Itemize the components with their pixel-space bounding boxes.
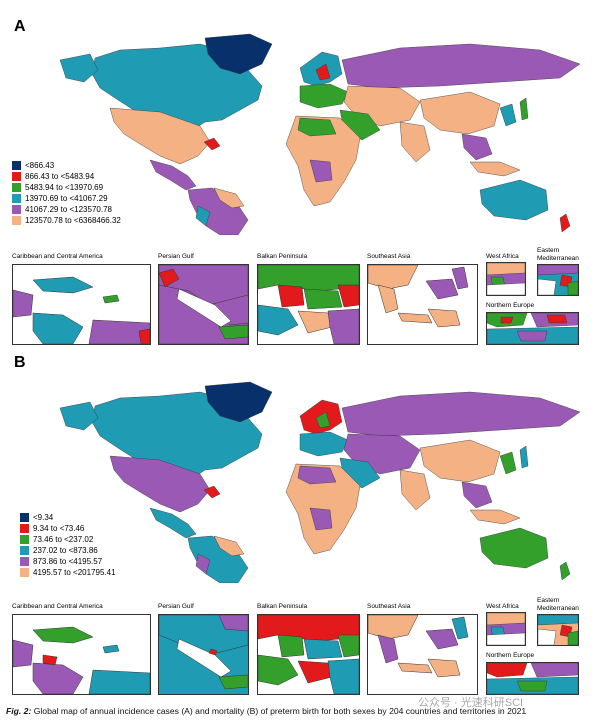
figure-caption-text: Global map of annual incidence cases (A)… [33,706,527,716]
inset-title-eastern-mediterranean: Eastern Mediterranean [537,247,579,262]
inset-title-west-africa: West Africa [486,603,519,610]
world-map-incidence [59,33,581,235]
inset-title-eastern-mediterranean: Eastern Mediterranean [537,597,579,612]
legend-item: 9.34 to <73.46 [20,523,116,534]
inset-title-northern-europe: Northern Europe [486,652,535,659]
inset-map-northern-europe [486,312,579,345]
inset-map-persian-gulf [158,614,249,695]
legend-swatch [20,524,29,533]
legend-swatch [20,557,29,566]
legend-swatch [20,546,29,555]
inset-map-caribbean [12,614,151,695]
legend-swatch [12,183,21,192]
legend-swatch [12,172,21,181]
legend-item: <9.34 [20,512,116,523]
legend-mortality: <9.34 9.34 to <73.46 73.46 to <237.02 23… [20,512,116,578]
inset-title-balkan: Balkan Peninsula [257,253,308,260]
inset-map-west-africa [486,612,526,646]
legend-item: 4195.57 to <201795.41 [20,567,116,578]
inset-title-west-africa: West Africa [486,253,519,260]
legend-incidence: <866.43 866.43 to <5483.94 5483.94 to <1… [12,160,121,226]
inset-map-southeast-asia [367,264,478,345]
inset-map-persian-gulf [158,264,249,345]
legend-item: 13970.69 to <41067.29 [12,193,121,204]
legend-item: 873.86 to <4195.57 [20,556,116,567]
legend-swatch [20,513,29,522]
inset-map-eastern-mediterranean [537,614,579,646]
figure-caption: Fig. 2: Global map of annual incidence c… [6,706,606,716]
inset-map-eastern-mediterranean [537,264,579,296]
legend-item: <866.43 [12,160,121,171]
figure-number: Fig. 2: [6,706,32,716]
watermark-text: 公众号 · 光速科研SCI [418,697,524,709]
inset-map-balkan [257,614,360,695]
panel-a-label: A [14,18,26,35]
inset-map-caribbean [12,264,151,345]
legend-swatch [12,161,21,170]
inset-title-caribbean: Caribbean and Central America [12,603,103,610]
inset-map-southeast-asia [367,614,478,695]
inset-title-persian-gulf: Persian Gulf [158,253,194,260]
world-map-mortality [59,381,581,583]
inset-title-southeast-asia: Southeast Asia [367,253,411,260]
inset-map-west-africa [486,262,526,296]
panel-b-label: B [14,354,26,371]
inset-title-northern-europe: Northern Europe [486,302,535,309]
inset-title-persian-gulf: Persian Gulf [158,603,194,610]
legend-swatch [20,535,29,544]
legend-swatch [12,205,21,214]
legend-swatch [12,194,21,203]
legend-item: 237.02 to <873.86 [20,545,116,556]
inset-title-balkan: Balkan Peninsula [257,603,308,610]
legend-swatch [12,216,21,225]
legend-item: 41067.29 to <123570.78 [12,204,121,215]
legend-swatch [20,568,29,577]
inset-map-northern-europe [486,662,579,695]
inset-title-southeast-asia: Southeast Asia [367,603,411,610]
legend-item: 866.43 to <5483.94 [12,171,121,182]
inset-title-caribbean: Caribbean and Central America [12,253,103,260]
inset-map-balkan [257,264,360,345]
legend-item: 5483.94 to <13970.69 [12,182,121,193]
legend-item: 73.46 to <237.02 [20,534,116,545]
legend-item: 123570.78 to <6368466.32 [12,215,121,226]
